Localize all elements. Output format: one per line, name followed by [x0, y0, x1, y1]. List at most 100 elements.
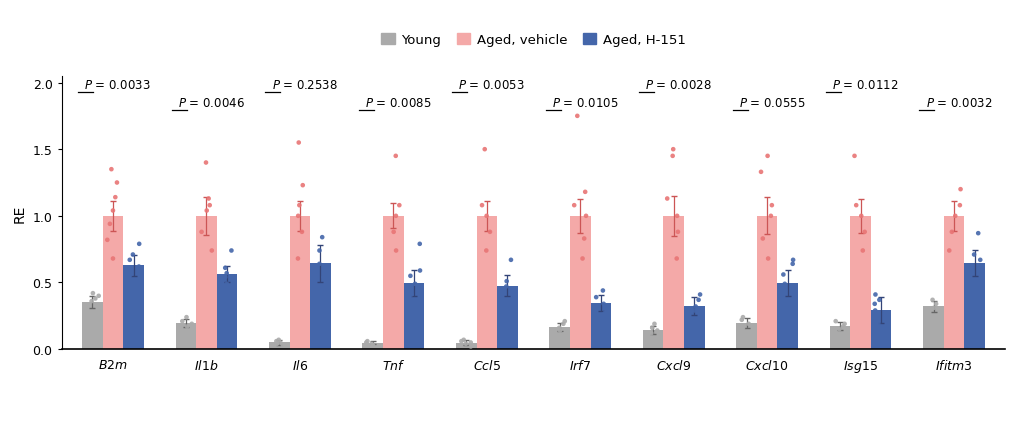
Point [776, 271, 792, 278]
Point [453, 338, 470, 345]
Point [388, 213, 404, 220]
Point [680, 314, 697, 321]
Point [503, 257, 519, 264]
Point [669, 256, 685, 262]
Point [198, 160, 214, 167]
Point [311, 261, 327, 268]
Point [759, 153, 776, 160]
Point [497, 298, 513, 305]
Point [308, 288, 324, 294]
Point [105, 207, 121, 214]
Point [275, 342, 291, 349]
Point [83, 298, 100, 305]
Point [735, 314, 751, 321]
Point [867, 301, 883, 308]
Point [456, 337, 472, 343]
Bar [964, 264, 985, 349]
Point [944, 229, 960, 236]
Bar [123, 265, 144, 349]
Legend: Young, Aged, vehicle, Aged, H-151: Young, Aged, vehicle, Aged, H-151 [377, 29, 690, 52]
Point [411, 268, 428, 274]
Point [828, 330, 844, 337]
Point [735, 325, 751, 331]
Point [566, 202, 583, 209]
Point [104, 167, 120, 173]
Point [670, 229, 686, 236]
Point [575, 256, 591, 262]
Bar [643, 330, 664, 349]
Point [318, 301, 334, 308]
Text: $\it{P}$ = 0.0112: $\it{P}$ = 0.0112 [832, 79, 899, 92]
Bar [476, 216, 497, 349]
Point [741, 321, 757, 328]
Point [358, 339, 374, 346]
Point [218, 274, 234, 281]
Point [877, 314, 894, 321]
Point [122, 271, 139, 278]
Point [201, 202, 218, 209]
Point [595, 288, 611, 294]
Point [867, 307, 883, 314]
Bar [871, 310, 892, 349]
Bar [82, 302, 103, 349]
Point [109, 180, 125, 187]
Point [777, 281, 793, 288]
Bar [944, 216, 964, 349]
Bar [737, 323, 757, 349]
Point [120, 281, 136, 288]
Point [734, 317, 750, 323]
Point [411, 241, 428, 248]
Y-axis label: RE: RE [13, 204, 27, 222]
Point [463, 343, 479, 350]
Text: $\it{P}$ = 0.0032: $\it{P}$ = 0.0032 [925, 97, 992, 110]
Point [686, 307, 703, 314]
Point [592, 321, 608, 328]
Point [218, 265, 234, 272]
Point [687, 303, 704, 310]
Bar [269, 343, 289, 349]
Bar [175, 323, 196, 349]
Point [476, 147, 492, 153]
Point [359, 338, 376, 345]
Point [836, 321, 853, 328]
Point [402, 273, 419, 279]
Point [107, 194, 123, 201]
Point [596, 310, 613, 317]
Point [179, 314, 195, 321]
Point [649, 327, 666, 334]
Point [849, 202, 865, 209]
Point [315, 274, 331, 281]
Point [90, 293, 107, 299]
Point [498, 283, 514, 290]
Point [458, 341, 474, 348]
Point [952, 202, 969, 209]
Point [131, 241, 148, 248]
Point [289, 256, 306, 262]
Point [407, 281, 424, 288]
Point [867, 291, 883, 298]
Point [644, 325, 661, 331]
Point [478, 213, 495, 220]
Point [499, 278, 515, 285]
Bar [216, 274, 237, 349]
Point [291, 202, 308, 209]
Point [551, 325, 567, 331]
Point [692, 291, 708, 298]
Point [552, 327, 568, 334]
Point [87, 295, 104, 302]
Bar [383, 216, 403, 349]
Point [495, 288, 511, 294]
Point [871, 296, 887, 303]
Bar [456, 343, 476, 349]
Point [290, 140, 307, 147]
Point [198, 207, 214, 214]
Point [762, 213, 779, 220]
Point [920, 313, 937, 320]
Point [963, 288, 980, 294]
Point [269, 341, 285, 348]
Point [224, 248, 240, 254]
Point [219, 270, 235, 277]
Point [639, 334, 656, 341]
Point [763, 202, 780, 209]
Point [578, 213, 594, 220]
